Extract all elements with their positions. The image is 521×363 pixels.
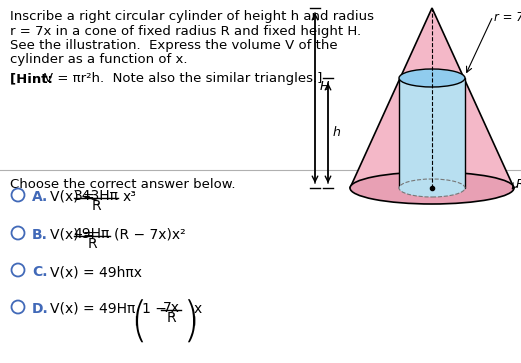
Text: ⎞
⎠: ⎞ ⎠ xyxy=(185,300,196,343)
Text: 343Hπ: 343Hπ xyxy=(73,189,118,203)
Text: B.: B. xyxy=(32,228,48,242)
Text: cylinder as a function of x.: cylinder as a function of x. xyxy=(10,53,188,66)
Text: x: x xyxy=(194,302,202,316)
Text: x³: x³ xyxy=(123,190,137,204)
Text: R: R xyxy=(516,179,521,192)
Text: r = 7x in a cone of fixed radius R and fixed height H.: r = 7x in a cone of fixed radius R and f… xyxy=(10,24,361,37)
Text: V(x) = 49Hπ: V(x) = 49Hπ xyxy=(50,302,135,316)
Text: Choose the correct answer below.: Choose the correct answer below. xyxy=(10,178,235,191)
Text: V(x) = 49hπx: V(x) = 49hπx xyxy=(50,265,142,279)
Polygon shape xyxy=(399,78,465,188)
Text: R: R xyxy=(91,199,101,213)
Text: 1 −: 1 − xyxy=(142,302,167,316)
Ellipse shape xyxy=(399,69,465,87)
Text: Inscribe a right circular cylinder of height h and radius: Inscribe a right circular cylinder of he… xyxy=(10,10,374,23)
Text: R: R xyxy=(87,237,97,251)
Text: A.: A. xyxy=(32,190,48,204)
Ellipse shape xyxy=(399,179,465,197)
Text: [Hint:: [Hint: xyxy=(10,72,57,85)
Polygon shape xyxy=(350,8,514,188)
Text: See the illustration.  Express the volume V of the: See the illustration. Express the volume… xyxy=(10,39,338,52)
Text: r = 7x: r = 7x xyxy=(494,11,521,24)
Text: 7x: 7x xyxy=(163,301,180,315)
Text: ⎛
⎝: ⎛ ⎝ xyxy=(133,300,144,343)
Text: V = πr²h.  Note also the similar triangles.]: V = πr²h. Note also the similar triangle… xyxy=(44,72,322,85)
Text: D.: D. xyxy=(32,302,49,316)
Text: (R − 7x)x²: (R − 7x)x² xyxy=(114,228,185,242)
Text: C.: C. xyxy=(32,265,47,279)
Text: 49Hπ: 49Hπ xyxy=(74,227,110,241)
Text: H: H xyxy=(320,79,329,93)
Text: V(x) =: V(x) = xyxy=(50,190,99,204)
Ellipse shape xyxy=(350,172,514,204)
Text: V(x) =: V(x) = xyxy=(50,228,99,242)
Text: R: R xyxy=(166,311,176,325)
Text: h: h xyxy=(333,126,341,139)
